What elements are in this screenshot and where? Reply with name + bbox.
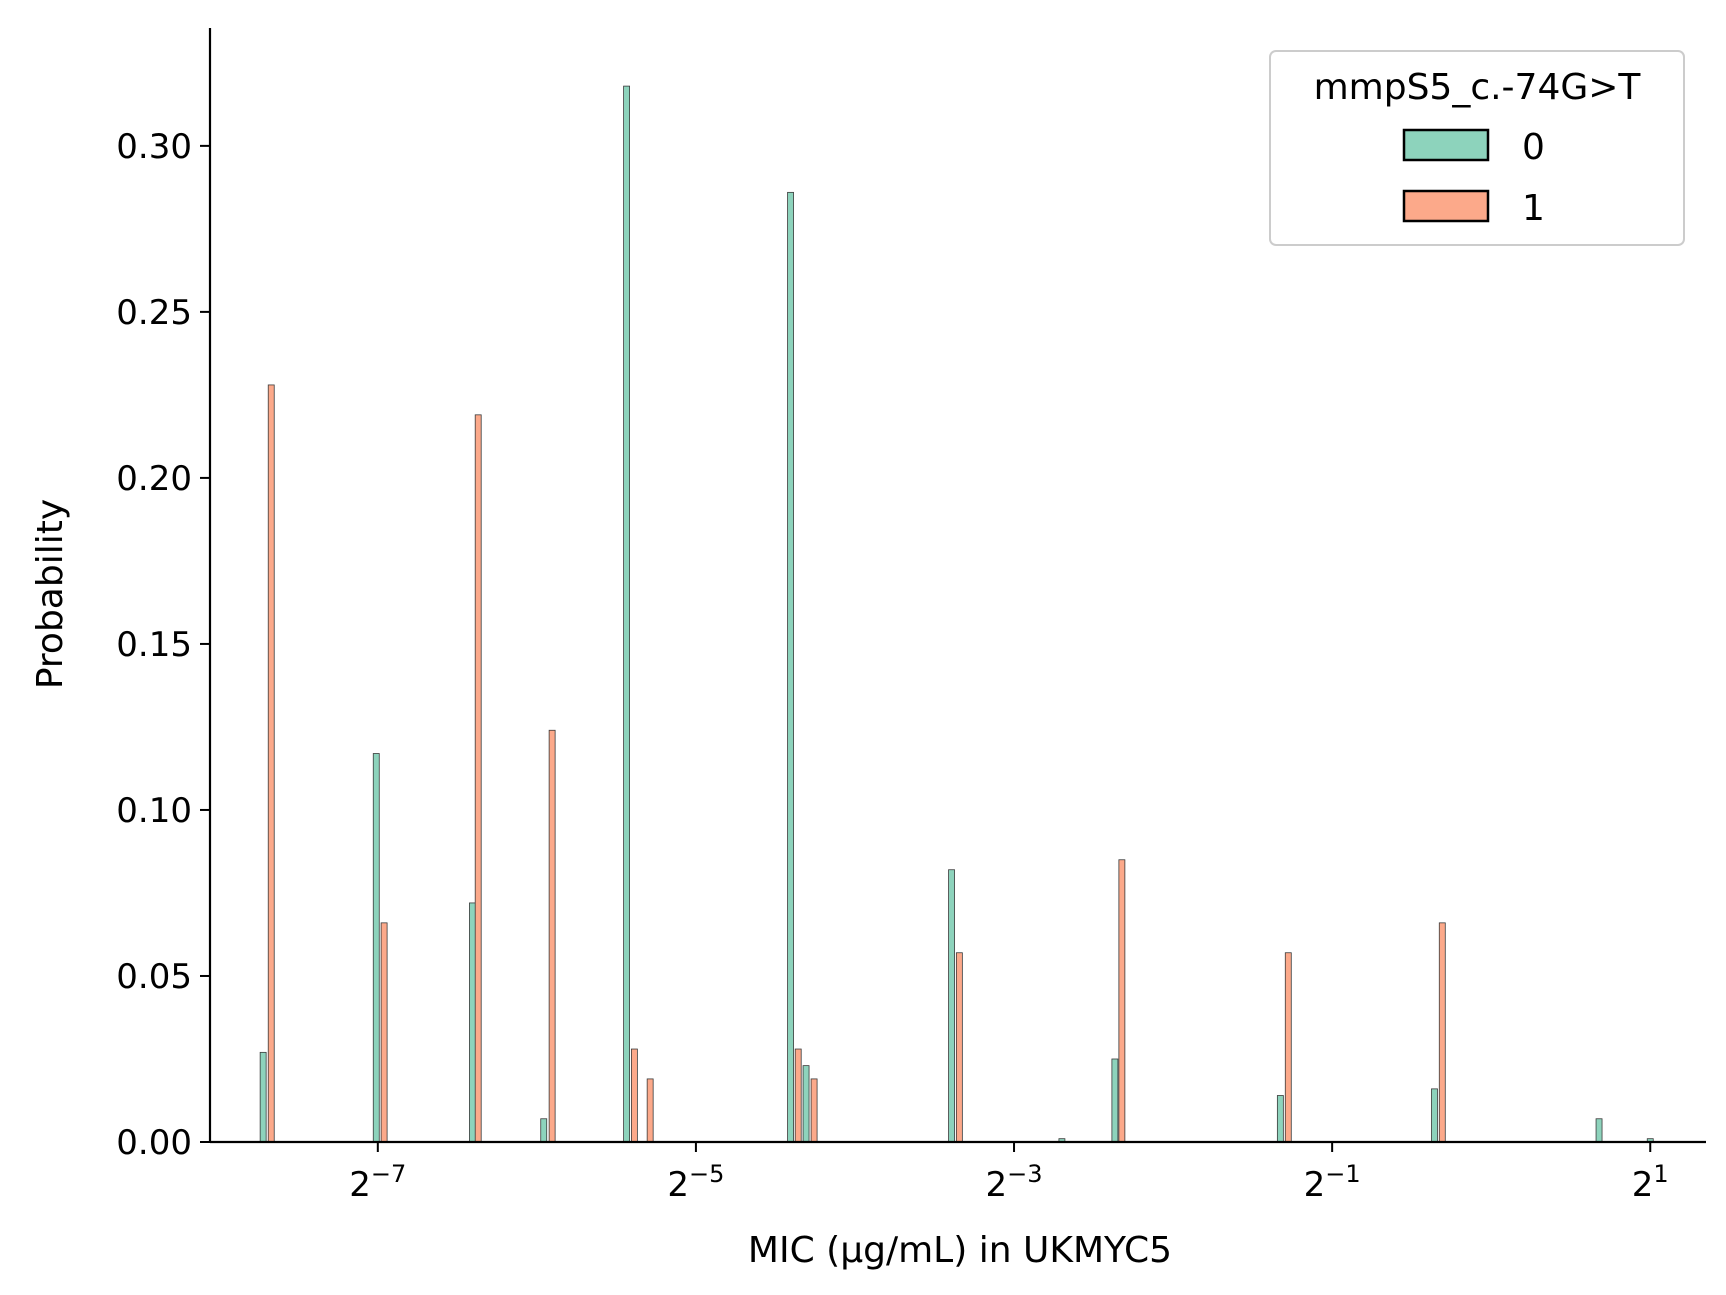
bar-series-1-10 — [1284, 952, 1292, 1143]
legend-label-series-0: 0 — [1522, 127, 1545, 168]
bar-series-0-0 — [259, 1051, 267, 1143]
y-tick-label: 0.05 — [116, 957, 192, 997]
x-tick-label: 2−3 — [986, 1160, 1043, 1205]
y-tick-label: 0.10 — [116, 791, 192, 831]
bar-series-1-7 — [810, 1078, 818, 1143]
legend-swatch-series-1 — [1402, 189, 1490, 223]
legend-label-series-1: 1 — [1522, 188, 1545, 229]
legend-title: mmpS5_c.-74G>T — [1314, 67, 1642, 108]
bar-series-0-11 — [1431, 1088, 1438, 1143]
bar-series-0-3 — [540, 1118, 548, 1143]
x-tick-label: 21 — [1632, 1160, 1669, 1205]
x-axis-title: MIC (μg/mL) in UKMYC5 — [748, 1230, 1172, 1271]
bar-series-1-2 — [474, 414, 482, 1143]
y-axis-title: Probability — [30, 499, 71, 689]
y-tick-label: 0.00 — [116, 1123, 192, 1163]
bar-series-1-4 — [630, 1048, 638, 1143]
bar-series-1-1 — [380, 922, 388, 1143]
y-tick-label: 0.30 — [116, 127, 192, 167]
bar-series-0-10 — [1276, 1095, 1284, 1143]
x-tick-label: 2−5 — [667, 1160, 724, 1205]
bar-series-0-9 — [1111, 1058, 1119, 1143]
bar-series-0-7 — [948, 869, 955, 1143]
bar-series-1-8 — [955, 952, 963, 1143]
bars-layer — [259, 85, 1654, 1143]
x-tick-label: 2−1 — [1304, 1160, 1361, 1205]
bar-series-0-4 — [623, 85, 630, 1143]
y-tick-label: 0.25 — [116, 293, 192, 333]
bar-series-0-1 — [372, 753, 380, 1143]
bar-series-0-5 — [787, 191, 794, 1143]
legend: mmpS5_c.-74G>T 0 1 — [1269, 50, 1685, 246]
bar-series-1-3 — [548, 729, 556, 1143]
bar-series-0-2 — [469, 902, 476, 1143]
y-tick-label: 0.20 — [116, 459, 192, 499]
bar-series-0-12 — [1595, 1118, 1603, 1143]
axes-layer: 0.00 0.05 0.10 0.15 0.20 0.25 0.30 2−7 2−5 2−3 2−1… — [116, 28, 1706, 1205]
x-tick-label: 2−7 — [349, 1160, 406, 1205]
bar-series-0-6 — [802, 1065, 810, 1143]
bar-series-1-9 — [1118, 859, 1126, 1143]
y-tick-label: 0.15 — [116, 625, 192, 665]
legend-swatch-series-0 — [1402, 128, 1490, 162]
bar-series-1-5 — [646, 1078, 654, 1143]
bar-series-1-6 — [794, 1048, 802, 1143]
bar-series-1-0 — [267, 384, 275, 1143]
bar-series-1-11 — [1438, 922, 1446, 1143]
